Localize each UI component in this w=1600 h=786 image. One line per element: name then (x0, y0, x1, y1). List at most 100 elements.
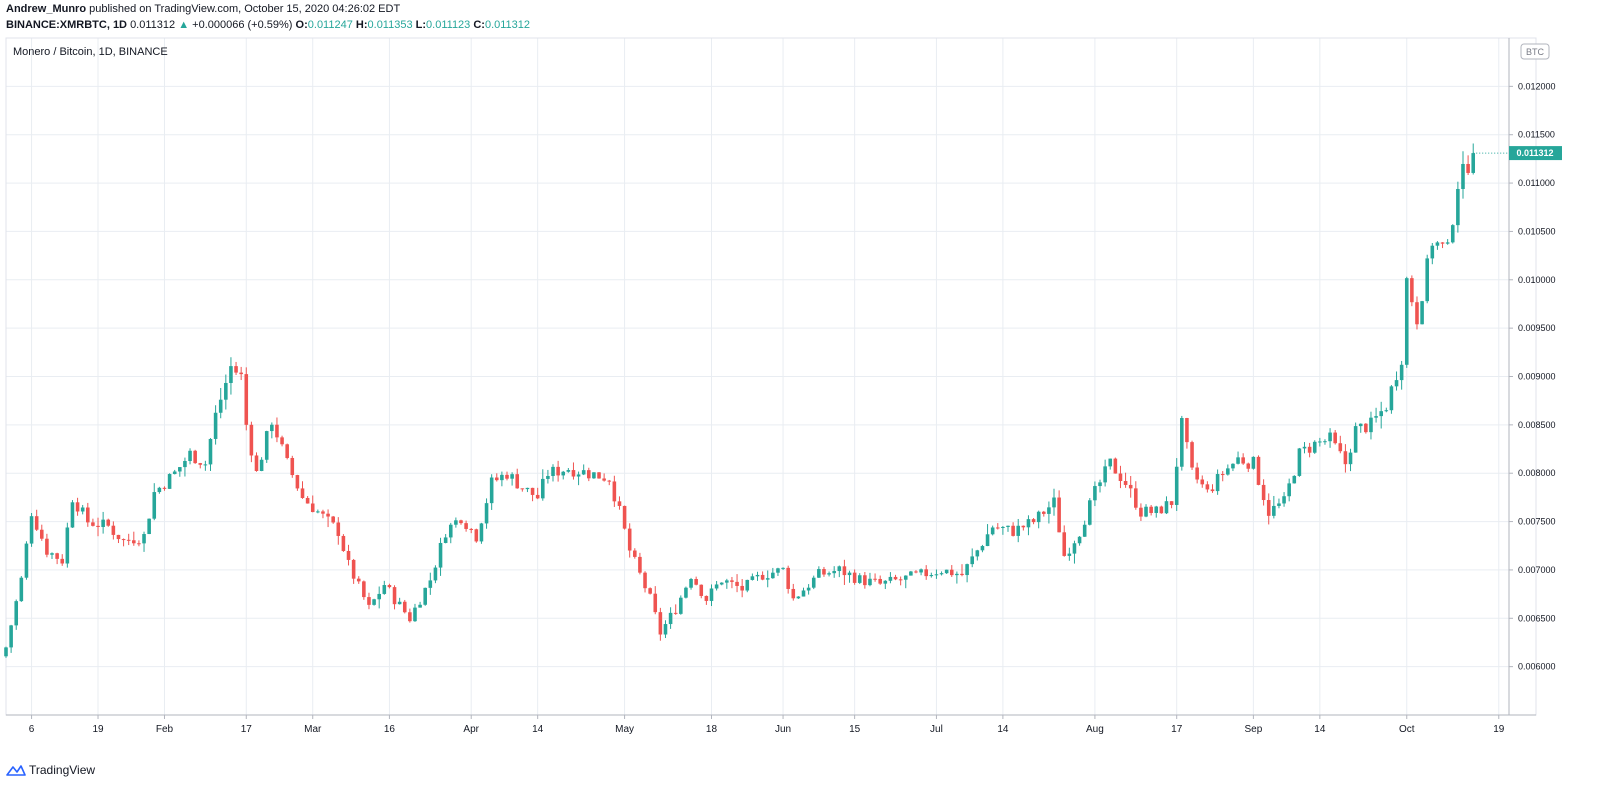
candle-body (740, 586, 744, 591)
candle-body (832, 571, 836, 573)
time-tick-label: 19 (92, 724, 104, 735)
candle (1405, 277, 1409, 368)
candle-body (863, 575, 867, 585)
candle (1461, 151, 1465, 198)
ohlc-bar: BINANCE:XMRBTC, 1D 0.011312 ▲ +0.000066 … (6, 19, 530, 31)
candle (638, 553, 642, 575)
candle-body (1405, 278, 1409, 365)
candle-body (163, 488, 167, 489)
candle (664, 620, 668, 638)
open-label: O: (296, 19, 308, 31)
candle-body (981, 546, 985, 550)
candle (618, 496, 622, 509)
candle (255, 452, 259, 471)
candle-body (914, 571, 918, 572)
price-tick-label: 0.006500 (1518, 613, 1556, 623)
candle (429, 573, 433, 595)
candle-body (1379, 411, 1383, 416)
candle-body (935, 574, 939, 575)
candle (1420, 301, 1424, 325)
candle (699, 584, 703, 598)
candle (1149, 505, 1153, 515)
candle (970, 548, 974, 567)
candle-body (669, 613, 673, 624)
candle (1103, 460, 1107, 487)
candle (607, 480, 611, 485)
candle (20, 576, 24, 602)
candle (592, 472, 596, 479)
candle (290, 456, 294, 478)
candle-body (275, 425, 279, 438)
candle (1211, 484, 1215, 493)
candle (490, 474, 494, 510)
candle (1068, 548, 1072, 561)
price-tick-label: 0.012000 (1518, 81, 1556, 91)
candle (567, 468, 571, 473)
candle (1052, 489, 1056, 516)
time-tick-label: 17 (1171, 724, 1183, 735)
time-tick-label: Oct (1399, 724, 1415, 735)
candle (648, 587, 652, 594)
candle-body (924, 569, 928, 576)
candle (158, 487, 162, 494)
candle (316, 510, 320, 514)
candle (853, 569, 857, 584)
candle (270, 422, 274, 438)
candle (930, 573, 934, 578)
candle-body (526, 488, 530, 489)
candle (1241, 453, 1245, 465)
candle-body (745, 580, 749, 591)
candle-body (955, 574, 959, 575)
candle (669, 607, 673, 629)
candle-body (244, 374, 248, 425)
candle-body (1451, 225, 1455, 242)
candle (383, 581, 387, 595)
currency-badge: BTC (1521, 44, 1549, 59)
candle-body (1344, 451, 1348, 464)
author-name[interactable]: Andrew_Munro (6, 3, 86, 15)
candle-body (152, 492, 156, 519)
candle (628, 523, 632, 557)
candle (178, 467, 182, 477)
candle-body (587, 470, 591, 478)
candle-body (1318, 441, 1322, 442)
candle (495, 473, 499, 481)
candle-body (500, 475, 504, 480)
price-tick-label: 0.007500 (1518, 517, 1556, 527)
candle (4, 647, 8, 658)
candle-body (1200, 479, 1204, 484)
candle (551, 464, 555, 481)
candle-body (1410, 278, 1414, 302)
candle-body (592, 472, 596, 478)
candle-body (1068, 554, 1072, 556)
candle-body (25, 544, 29, 578)
candle-body (607, 481, 611, 482)
close-value: 0.011312 (485, 19, 530, 31)
candle-body (372, 599, 376, 605)
candle-body (234, 366, 238, 372)
candle-body (1333, 433, 1337, 444)
candle (393, 585, 397, 609)
candle-body (168, 474, 172, 489)
candle (347, 545, 351, 566)
price-tick-label: 0.008000 (1518, 468, 1556, 478)
candle (403, 600, 407, 613)
candle (1154, 506, 1158, 518)
candle-body (561, 472, 565, 476)
candle (986, 524, 990, 546)
time-tick-label: Aug (1086, 724, 1104, 735)
candle-body (403, 602, 407, 613)
candle (858, 573, 862, 584)
candle (352, 559, 356, 584)
time-axis: 6 19 Feb 17 Mar 16 Apr 14 May 18 Jun 15 Jul 14 Aug 17 Se… (6, 715, 1536, 735)
published-text: published on TradingView.com, October 15… (89, 3, 400, 15)
candle (705, 595, 709, 604)
tradingview-logo[interactable]: TradingView (6, 760, 95, 780)
candle-body (1287, 483, 1291, 496)
candle (137, 540, 141, 546)
candle-body (838, 566, 842, 571)
candle (1139, 503, 1143, 521)
candle (91, 519, 95, 527)
candle-body (1124, 481, 1128, 485)
